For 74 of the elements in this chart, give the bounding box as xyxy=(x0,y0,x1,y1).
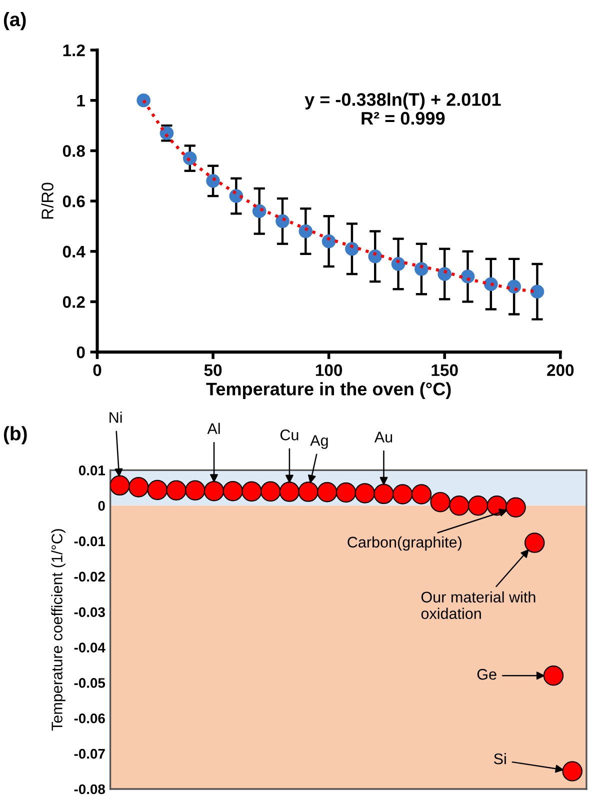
y-tick-label: 0.8 xyxy=(62,145,85,157)
y-tick-label: 0.4 xyxy=(62,246,86,258)
text: Al xyxy=(207,422,220,434)
point xyxy=(166,480,186,501)
point xyxy=(368,250,382,264)
point xyxy=(252,204,266,218)
point xyxy=(543,666,564,686)
point xyxy=(128,477,149,498)
y-tick-label: -0.06 xyxy=(74,713,105,724)
annotation: R² = 0.999 xyxy=(362,112,445,125)
y-tick-label: 0.6 xyxy=(62,195,85,208)
point xyxy=(530,284,544,299)
y-axis-title: Temperature coefficient (1/°C) xyxy=(51,529,66,731)
y-tick-label: 0 xyxy=(98,500,105,511)
point xyxy=(468,495,488,516)
y-tick-label: -0.03 xyxy=(74,607,105,618)
text: Au xyxy=(374,432,392,442)
point xyxy=(182,151,197,166)
point xyxy=(336,482,356,503)
point xyxy=(147,480,168,500)
text: Cu xyxy=(280,430,298,440)
y-tick-label: 1.2 xyxy=(63,44,85,56)
y-tick-label: -0.08 xyxy=(74,784,106,794)
point xyxy=(506,497,526,518)
point xyxy=(524,532,545,553)
point xyxy=(298,224,313,238)
y-tick-label: 0.01 xyxy=(78,466,106,476)
point xyxy=(562,761,582,782)
y-tick-label: 1 xyxy=(77,94,85,106)
point xyxy=(430,492,450,512)
chart-title: (b) xyxy=(4,426,27,444)
x-tick-label: 200 xyxy=(547,364,574,376)
y-tick-label: -0.05 xyxy=(74,678,106,688)
point xyxy=(322,234,336,248)
y-axis-title: R/R0 xyxy=(41,182,54,219)
x-tick-label: 100 xyxy=(316,364,342,376)
x-tick-label: 50 xyxy=(204,364,222,376)
y-tick-label: 0.2 xyxy=(62,296,85,308)
annotation: y = -0.338ln(T) + 2.0101 xyxy=(304,92,501,110)
point xyxy=(204,480,224,502)
annotation: Our material with oxidation xyxy=(421,591,536,620)
point xyxy=(391,257,406,271)
annotation: Ge xyxy=(477,668,496,680)
point xyxy=(438,267,452,281)
point xyxy=(206,174,220,188)
point xyxy=(298,482,318,502)
y-tick-label: -0.02 xyxy=(74,572,105,582)
point xyxy=(222,480,244,502)
point xyxy=(260,481,281,502)
point xyxy=(449,495,470,516)
y-tick-label: -0.01 xyxy=(74,536,106,546)
annotation: Carbon(graphite) xyxy=(348,536,462,551)
point xyxy=(276,214,290,228)
point xyxy=(242,481,262,502)
y-tick-label: 0 xyxy=(76,346,85,358)
x-axis-title: Temperature in the oven (°C) xyxy=(206,382,451,399)
point xyxy=(345,242,359,256)
point xyxy=(279,482,300,502)
point xyxy=(392,484,413,504)
chart-title: (a) xyxy=(4,12,26,30)
text: Ni xyxy=(110,412,122,423)
text: Ag xyxy=(310,435,328,449)
point xyxy=(354,483,376,504)
x-tick-label: 150 xyxy=(432,364,458,376)
point xyxy=(110,475,130,496)
y-tick-label: -0.04 xyxy=(74,642,106,652)
point xyxy=(414,262,428,276)
point xyxy=(136,93,150,108)
point xyxy=(411,484,432,504)
y-tick-label: -0.07 xyxy=(74,748,105,759)
point xyxy=(317,482,338,502)
annotation: Si xyxy=(494,753,506,764)
point xyxy=(185,480,206,501)
point xyxy=(374,484,394,504)
